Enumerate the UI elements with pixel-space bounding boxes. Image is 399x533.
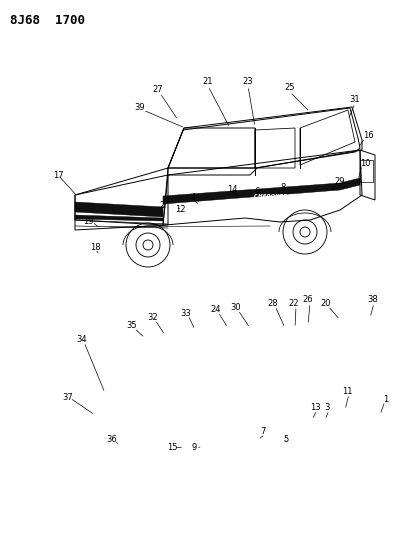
Text: 21: 21 xyxy=(203,77,213,86)
Text: 33: 33 xyxy=(181,310,192,319)
Text: CHEROKEE CHIEF: CHEROKEE CHIEF xyxy=(253,193,306,198)
Text: 28: 28 xyxy=(268,298,279,308)
Text: 1: 1 xyxy=(383,395,389,405)
Text: 29: 29 xyxy=(335,177,345,187)
Text: 30: 30 xyxy=(231,303,241,311)
Text: 26: 26 xyxy=(303,295,313,304)
Polygon shape xyxy=(163,178,360,204)
Text: 3: 3 xyxy=(324,403,330,413)
Text: 27: 27 xyxy=(153,85,163,94)
Text: 25: 25 xyxy=(285,84,295,93)
Bar xyxy=(360,160,373,182)
Polygon shape xyxy=(75,202,163,217)
Text: 24: 24 xyxy=(211,305,221,314)
Text: 11: 11 xyxy=(342,387,352,397)
Text: 20: 20 xyxy=(321,298,331,308)
Text: 13: 13 xyxy=(310,403,320,413)
Text: 2: 2 xyxy=(159,200,165,209)
Text: 32: 32 xyxy=(148,313,158,322)
Text: 6: 6 xyxy=(254,188,260,197)
Text: 19: 19 xyxy=(83,217,93,227)
Text: 14: 14 xyxy=(227,185,237,195)
Text: 5: 5 xyxy=(283,435,288,445)
Text: 35: 35 xyxy=(127,320,137,329)
Text: 38: 38 xyxy=(367,295,378,304)
Text: 4: 4 xyxy=(190,193,196,203)
Polygon shape xyxy=(75,215,163,221)
Text: 8J68  1700: 8J68 1700 xyxy=(10,14,85,27)
Text: 34: 34 xyxy=(77,335,87,344)
Text: 23: 23 xyxy=(243,77,253,86)
Text: 7: 7 xyxy=(260,427,266,437)
Text: 8: 8 xyxy=(280,183,286,192)
Text: 22: 22 xyxy=(289,298,299,308)
Text: 12: 12 xyxy=(175,206,185,214)
Text: 31: 31 xyxy=(350,95,360,104)
Text: 9: 9 xyxy=(192,442,197,451)
Text: 39: 39 xyxy=(135,102,145,111)
Text: 37: 37 xyxy=(63,392,73,401)
Text: 10: 10 xyxy=(360,158,370,167)
Text: 16: 16 xyxy=(363,131,373,140)
Text: 18: 18 xyxy=(90,244,100,253)
Text: 15: 15 xyxy=(167,442,177,451)
Text: 17: 17 xyxy=(53,171,63,180)
Text: 36: 36 xyxy=(107,435,117,445)
